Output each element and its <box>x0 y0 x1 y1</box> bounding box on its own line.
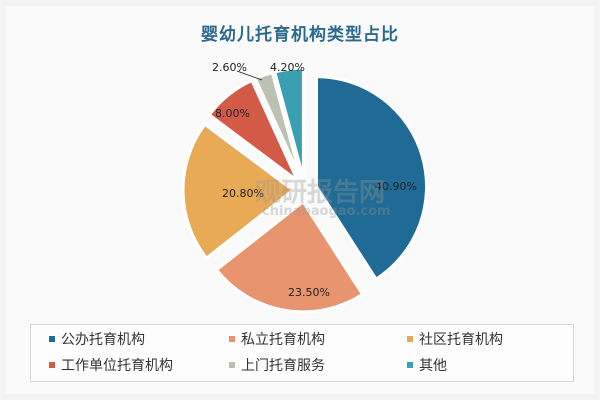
slice-label: 23.50% <box>288 286 330 299</box>
legend-swatch <box>407 362 413 368</box>
watermark-url: chinabaogao.com <box>262 204 391 219</box>
legend-swatch <box>229 336 235 342</box>
slice-label: 2.60% <box>212 61 247 74</box>
slice-label: 8.00% <box>215 107 250 120</box>
pie-slice <box>207 78 299 182</box>
slice-label: 4.20% <box>270 61 305 74</box>
legend-item: 社区托育机构 <box>407 329 503 349</box>
pie-slice <box>272 66 305 179</box>
pie-slices <box>181 66 429 314</box>
pie-slice <box>181 122 296 261</box>
pie-slice <box>214 199 365 314</box>
chart-legend: 公办托育机构 私立托育机构 社区托育机构 工作单位托育机构 上门托育服务 其他 <box>30 324 574 382</box>
legend-item: 工作单位托育机构 <box>49 355 173 375</box>
legend-item: 上门托育服务 <box>229 355 325 375</box>
pie-slice <box>253 70 303 180</box>
legend-item: 私立托育机构 <box>229 329 325 349</box>
legend-item: 其他 <box>407 355 447 375</box>
legend-swatch <box>229 362 235 368</box>
pie-labels: 40.90% 23.50% 20.80% 8.00% 2.60% 4.20% <box>212 61 417 299</box>
legend-item: 公办托育机构 <box>49 329 145 349</box>
chart-title: 婴幼儿托育机构类型占比 <box>201 25 399 45</box>
legend-swatch <box>49 336 55 342</box>
pie-slice <box>315 75 429 282</box>
leader-line <box>236 70 263 81</box>
legend-swatch <box>407 336 413 342</box>
slice-label: 40.90% <box>375 180 417 193</box>
slice-label: 20.80% <box>222 187 264 200</box>
watermark-logo-text: 观研报告网 <box>255 178 386 208</box>
legend-swatch <box>49 362 55 368</box>
